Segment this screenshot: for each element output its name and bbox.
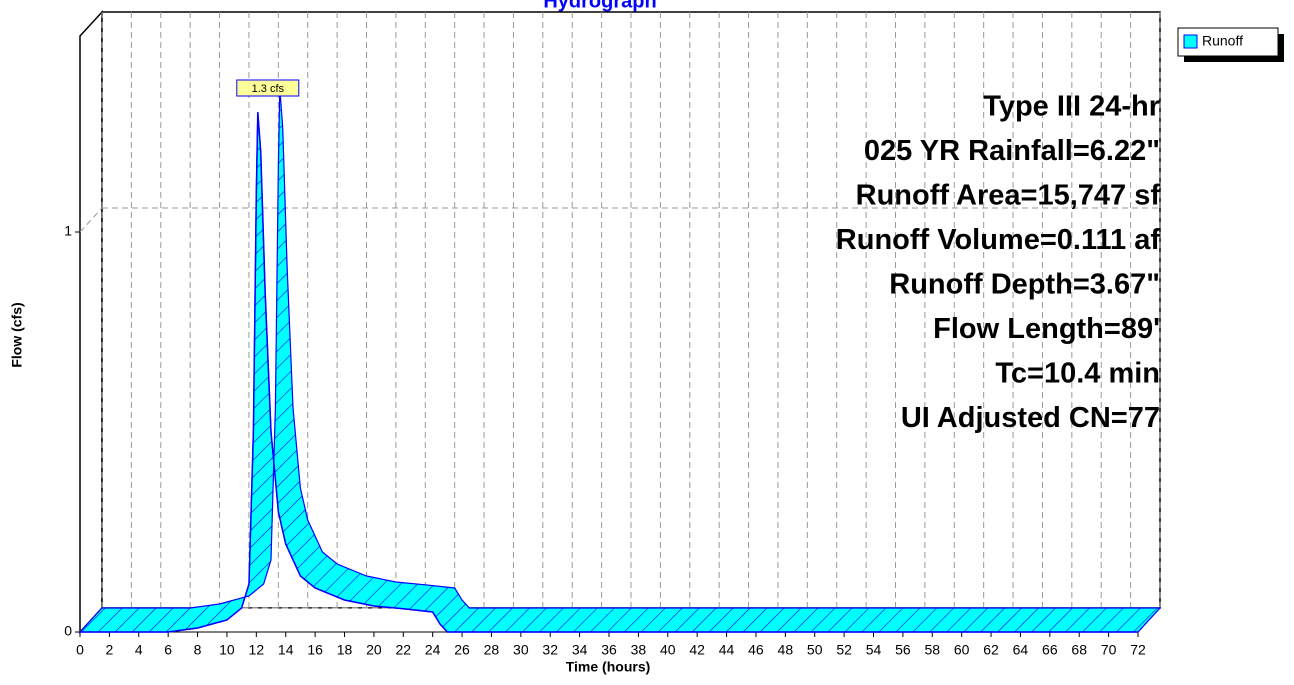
x-tick-label: 28 bbox=[484, 642, 500, 658]
grid-line bbox=[79, 207, 103, 233]
x-tick-label: 10 bbox=[219, 642, 235, 658]
legend: Runoff bbox=[1177, 27, 1284, 62]
x-axis-title: Time (hours) bbox=[566, 659, 651, 675]
x-tick-label: 70 bbox=[1101, 642, 1117, 658]
x-tick-label: 24 bbox=[425, 642, 441, 658]
y-tick-label: 0 bbox=[64, 623, 72, 639]
annotation: Flow Length=89' bbox=[933, 313, 1160, 345]
x-tick-label: 34 bbox=[572, 642, 588, 658]
x-tick-label: 56 bbox=[895, 642, 911, 658]
x-tick-label: 6 bbox=[164, 642, 172, 658]
y-tick-label: 1 bbox=[64, 223, 72, 239]
chart-title: Hydrograph bbox=[543, 0, 656, 12]
x-tick-label: 38 bbox=[631, 642, 647, 658]
annotation: Runoff Depth=3.67" bbox=[889, 269, 1160, 301]
x-tick-label: 46 bbox=[748, 642, 764, 658]
x-tick-label: 52 bbox=[836, 642, 852, 658]
x-tick-label: 12 bbox=[249, 642, 265, 658]
annotation: Runoff Volume=0.111 af bbox=[836, 224, 1161, 256]
annotation: UI Adjusted CN=77 bbox=[901, 402, 1160, 434]
x-tick-label: 14 bbox=[278, 642, 294, 658]
x-tick-label: 40 bbox=[660, 642, 676, 658]
x-tick-label: 36 bbox=[601, 642, 617, 658]
peak-label-box bbox=[236, 79, 300, 97]
x-tick-label: 68 bbox=[1071, 642, 1087, 658]
x-tick-label: 26 bbox=[454, 642, 470, 658]
legend-label: Runoff bbox=[1202, 33, 1243, 49]
y-axis-title: Flow (cfs) bbox=[9, 302, 25, 367]
x-tick-label: 42 bbox=[689, 642, 705, 658]
x-tick-label: 8 bbox=[194, 642, 202, 658]
side-wall bbox=[79, 10, 103, 634]
hydrograph-line bbox=[80, 111, 1138, 633]
x-tick-label: 2 bbox=[105, 642, 113, 658]
annotation: Tc=10.4 min bbox=[995, 358, 1160, 390]
x-tick-label: 30 bbox=[513, 642, 529, 658]
peak-label: 1.3 cfs bbox=[252, 83, 285, 95]
x-tick-label: 18 bbox=[337, 642, 353, 658]
x-tick-label: 60 bbox=[954, 642, 970, 658]
annotation: Runoff Area=15,747 sf bbox=[856, 180, 1161, 212]
x-tick-label: 32 bbox=[542, 642, 558, 658]
x-tick-label: 62 bbox=[983, 642, 999, 658]
x-tick-label: 16 bbox=[307, 642, 323, 658]
legend-box bbox=[1177, 27, 1279, 57]
x-tick-label: 66 bbox=[1042, 642, 1058, 658]
x-tick-label: 58 bbox=[924, 642, 940, 658]
x-tick-label: 50 bbox=[807, 642, 823, 658]
annotation: Type III 24-hr bbox=[983, 91, 1160, 123]
legend-swatch bbox=[1183, 34, 1198, 49]
x-tick-label: 48 bbox=[778, 642, 794, 658]
x-tick-label: 0 bbox=[76, 642, 84, 658]
x-tick-label: 20 bbox=[366, 642, 382, 658]
annotation: 025 YR Rainfall=6.22" bbox=[864, 135, 1160, 167]
x-tick-label: 54 bbox=[866, 642, 882, 658]
x-tick-label: 72 bbox=[1130, 642, 1146, 658]
x-tick-label: 64 bbox=[1013, 642, 1029, 658]
x-tick-label: 4 bbox=[135, 642, 143, 658]
x-tick-label: 22 bbox=[395, 642, 411, 658]
x-tick-label: 44 bbox=[719, 642, 735, 658]
